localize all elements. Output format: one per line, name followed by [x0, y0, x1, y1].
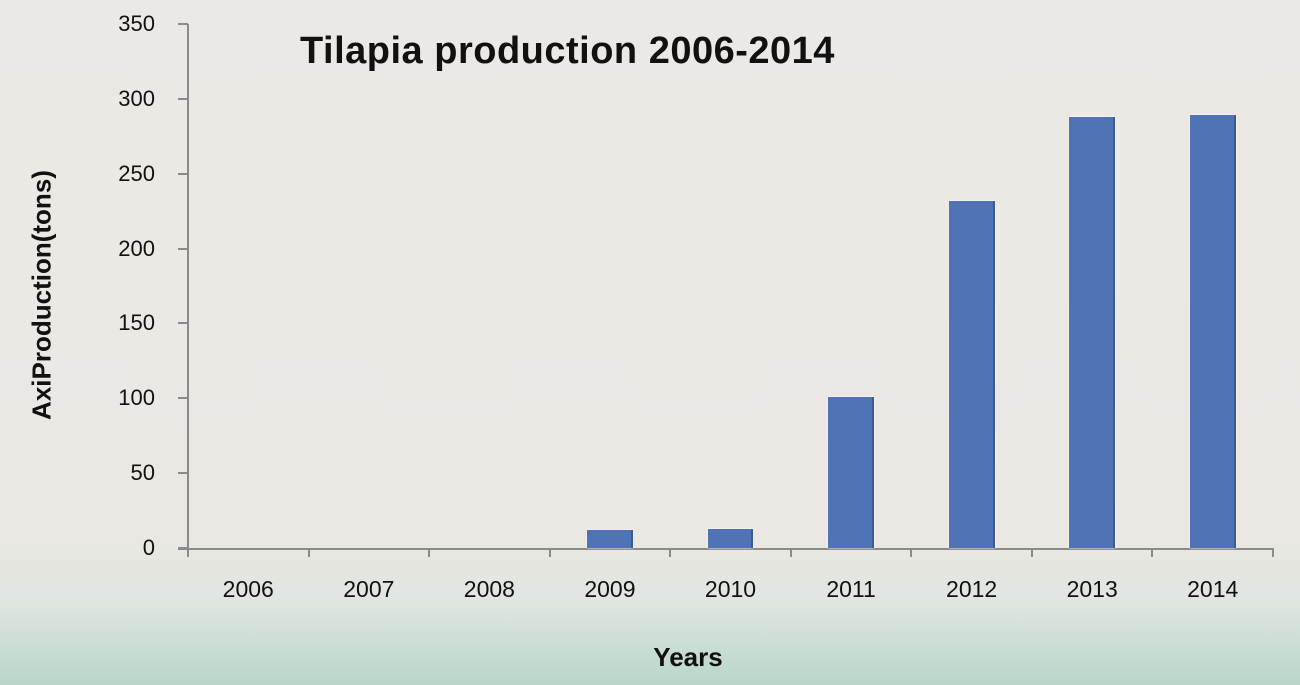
bar-2012	[948, 200, 995, 548]
y-tick	[178, 322, 188, 325]
y-tick-label: 50	[130, 460, 155, 486]
y-tick	[178, 547, 188, 549]
bar-2009	[587, 530, 633, 548]
x-tick-label: 2010	[704, 576, 757, 602]
bar-2010	[707, 528, 754, 548]
x-tick	[428, 548, 431, 557]
y-tick-label: 0	[142, 535, 155, 560]
y-axis-line	[187, 24, 189, 549]
y-tick-label: 250	[118, 160, 155, 186]
chart-title: Tilapia production 2006-2014	[300, 30, 835, 72]
x-tick-label: 2006	[222, 576, 274, 602]
y-tick-label: 150	[118, 310, 155, 336]
x-tick-label: 2007	[343, 576, 395, 602]
bar-2014	[1189, 115, 1236, 548]
y-tick	[178, 97, 188, 100]
y-tick-label: 350	[118, 11, 155, 36]
x-tick-label: 2009	[584, 576, 636, 602]
x-tick	[669, 548, 672, 557]
y-tick-label: 200	[118, 235, 155, 261]
bar-2011	[828, 396, 874, 548]
y-tick	[178, 247, 188, 250]
x-axis-label: Years	[653, 642, 723, 672]
x-tick	[1272, 548, 1274, 557]
x-tick	[910, 548, 913, 557]
y-tick-label: 100	[118, 385, 155, 411]
x-tick	[307, 548, 310, 557]
x-tick	[548, 548, 551, 557]
x-tick-label: 2011	[826, 576, 876, 602]
y-axis-label: AxiProduction(tons)	[26, 170, 57, 420]
x-tick-label: 2013	[1066, 576, 1118, 602]
y-tick	[178, 23, 188, 25]
y-tick	[178, 172, 188, 175]
y-tick-label: 300	[118, 85, 155, 111]
x-tick	[789, 548, 792, 557]
x-tick	[1030, 548, 1033, 557]
x-tick-label: 2014	[1187, 576, 1239, 602]
x-axis-line	[178, 548, 1274, 550]
y-tick	[178, 472, 188, 475]
y-tick	[178, 397, 188, 400]
x-tick	[187, 548, 189, 557]
x-tick-label: 2012	[946, 576, 998, 602]
x-tick-label: 2008	[463, 576, 515, 602]
x-tick	[1151, 548, 1154, 557]
bar-2013	[1069, 116, 1116, 548]
